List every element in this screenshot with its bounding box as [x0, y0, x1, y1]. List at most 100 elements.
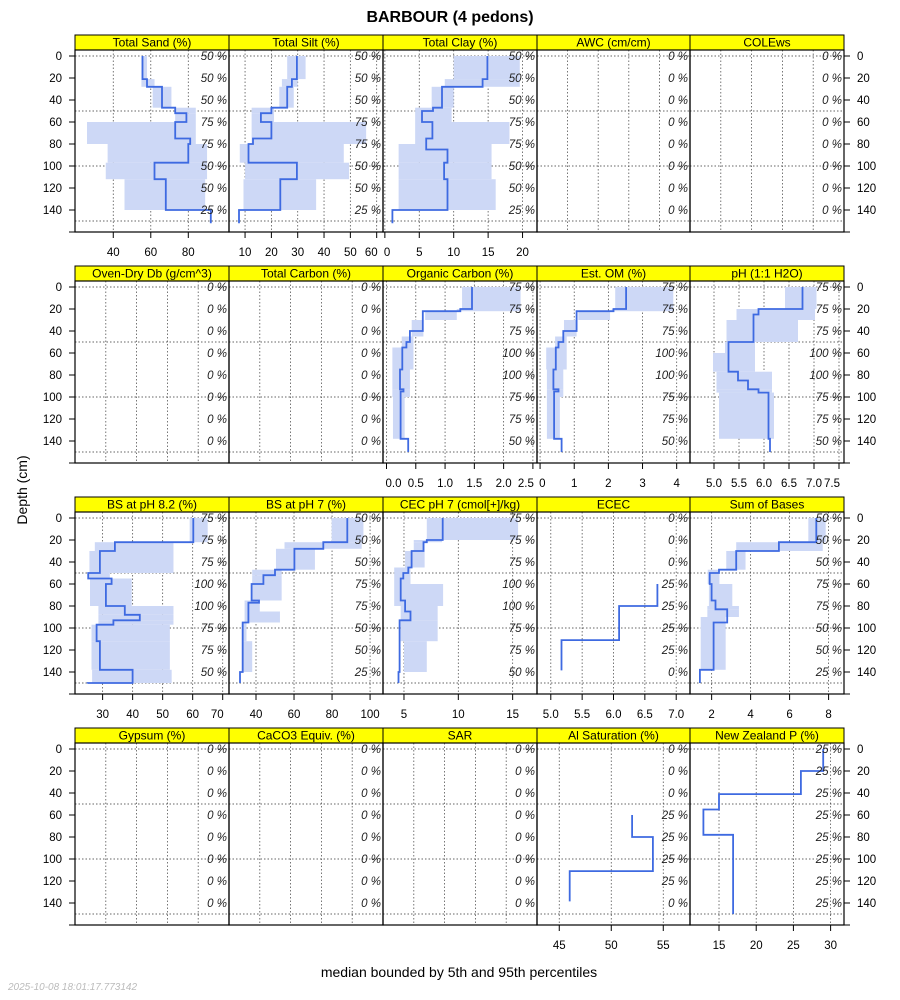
- contributing-fraction-label: 75 %: [509, 557, 535, 569]
- panel-title: New Zealand P (%): [715, 729, 819, 743]
- contributing-fraction-label: 0 %: [361, 348, 381, 360]
- percentile-band: [90, 584, 132, 606]
- panel: Organic Carbon (%)75 %75 %75 %100 %100 %…: [382, 265, 538, 490]
- x-tick-label: 60: [288, 709, 301, 721]
- percentile-band: [87, 122, 196, 139]
- panel-title: Al Saturation (%): [568, 729, 659, 743]
- x-tick-label: 40: [107, 247, 120, 259]
- contributing-fraction-label: 100 %: [809, 370, 842, 382]
- percentile-band: [105, 162, 208, 180]
- x-tick-label: 80: [182, 247, 195, 259]
- percentile-band: [252, 584, 282, 601]
- y-tick-label-left: 20: [49, 535, 62, 547]
- contributing-fraction-label: 0 %: [361, 370, 381, 382]
- contributing-fraction-label: 50 %: [355, 183, 381, 195]
- contributing-fraction-label: 50 %: [816, 557, 842, 569]
- contributing-fraction-label: 0 %: [822, 161, 842, 173]
- x-tick-label: 20: [750, 940, 763, 952]
- contributing-fraction-label: 0 %: [515, 898, 535, 910]
- contributing-fraction-label: 75 %: [201, 645, 227, 657]
- percentile-band: [394, 584, 444, 601]
- median-line: [397, 518, 444, 683]
- contributing-fraction-label: 50 %: [509, 73, 535, 85]
- contributing-fraction-label: 50 %: [355, 161, 381, 173]
- y-tick-label-right: 0: [857, 744, 863, 756]
- contributing-fraction-label: 0 %: [361, 854, 381, 866]
- contributing-fraction-label: 0 %: [361, 766, 381, 778]
- contributing-fraction-label: 50 %: [201, 183, 227, 195]
- contributing-fraction-label: 0 %: [668, 557, 688, 569]
- contributing-fraction-label: 75 %: [509, 623, 535, 635]
- contributing-fraction-label: 100 %: [194, 579, 227, 591]
- x-tick-label: 10: [239, 247, 252, 259]
- percentile-band: [251, 113, 275, 122]
- x-tick-label: 1: [571, 478, 577, 490]
- contributing-fraction-label: 0 %: [668, 788, 688, 800]
- x-tick-label: 30: [96, 709, 109, 721]
- contributing-fraction-label: 75 %: [662, 392, 688, 404]
- contributing-fraction-label: 50 %: [355, 535, 381, 547]
- y-tick-label-left: 0: [56, 513, 62, 525]
- percentile-band: [716, 380, 772, 390]
- x-tick-label: 0: [384, 247, 390, 259]
- panel: pH (1:1 H2O) 75 % 75 % 75 % 100 % 100 % 75 % 75…: [689, 265, 845, 490]
- contributing-fraction-label: 100 %: [809, 348, 842, 360]
- x-tick-label: 4: [673, 478, 680, 490]
- contributing-fraction-label: 50 %: [355, 95, 381, 107]
- y-tick-label-right: 60: [857, 579, 870, 591]
- percentile-band: [251, 122, 367, 139]
- contributing-fraction-label: 0 %: [361, 304, 381, 316]
- y-tick-label-right: 140: [857, 436, 876, 448]
- panel-title: Organic Carbon (%): [407, 267, 514, 281]
- y-tick-label-right: 120: [857, 414, 876, 426]
- x-tick-label: 15: [713, 940, 726, 952]
- panel-frame: [689, 742, 845, 926]
- percentile-band: [124, 179, 206, 210]
- contributing-fraction-label: 50 %: [201, 161, 227, 173]
- contributing-fraction-label: 0 %: [207, 436, 227, 448]
- percentile-band: [707, 609, 739, 617]
- percentile-band: [398, 144, 492, 150]
- percentile-band: [141, 56, 148, 80]
- contributing-fraction-label: 100 %: [502, 370, 535, 382]
- percentile-band: [401, 342, 414, 348]
- panel-title: Est. OM (%): [581, 267, 646, 281]
- y-tick-label-left: 140: [43, 898, 62, 910]
- contributing-fraction-label: 0 %: [207, 898, 227, 910]
- median-line: [560, 584, 659, 671]
- contributing-fraction-label: 0 %: [361, 810, 381, 822]
- y-tick-label-right: 100: [857, 623, 876, 635]
- contributing-fraction-label: 50 %: [201, 73, 227, 85]
- y-tick-label-right: 40: [857, 557, 870, 569]
- y-tick-label-left: 100: [43, 392, 62, 404]
- x-tick-label: 2: [708, 709, 714, 721]
- contributing-fraction-label: 75 %: [509, 414, 535, 426]
- panel-title: Total Carbon (%): [261, 267, 351, 281]
- x-tick-label: 100: [360, 709, 379, 721]
- panel-title: ECEC: [597, 498, 631, 512]
- x-tick-label: 5: [416, 247, 422, 259]
- percentile-band: [251, 138, 367, 144]
- percentile-band: [415, 138, 510, 144]
- contributing-fraction-label: 50 %: [355, 73, 381, 85]
- y-tick-label-left: 20: [49, 304, 62, 316]
- contributing-fraction-label: 0 %: [207, 766, 227, 778]
- y-tick-label-right: 80: [857, 139, 870, 151]
- panel-title: COLEws: [743, 36, 790, 50]
- percentile-band: [398, 149, 492, 163]
- contributing-fraction-label: 50 %: [201, 95, 227, 107]
- contributing-fraction-label: 75 %: [509, 282, 535, 294]
- y-tick-label-left: 60: [49, 810, 62, 822]
- panel: BS at pH 8.2 (%) 75 % 75 % 75 % 100 % 100 % 75…: [74, 496, 230, 721]
- contributing-fraction-label: 75 %: [509, 513, 535, 525]
- contributing-fraction-label: 75 %: [816, 326, 842, 338]
- panel-grid: Total Sand (%)50 %50 %50 %75 %75 %50 %50…: [43, 34, 876, 952]
- chart-title: BARBOUR (4 pedons): [366, 9, 533, 26]
- contributing-fraction-label: 25 %: [815, 810, 842, 822]
- y-tick-label-left: 0: [56, 282, 62, 294]
- median-line: [727, 287, 804, 452]
- contributing-fraction-label: 50 %: [355, 623, 381, 635]
- contributing-fraction-label: 0 %: [515, 766, 535, 778]
- y-tick-label-right: 20: [857, 73, 870, 85]
